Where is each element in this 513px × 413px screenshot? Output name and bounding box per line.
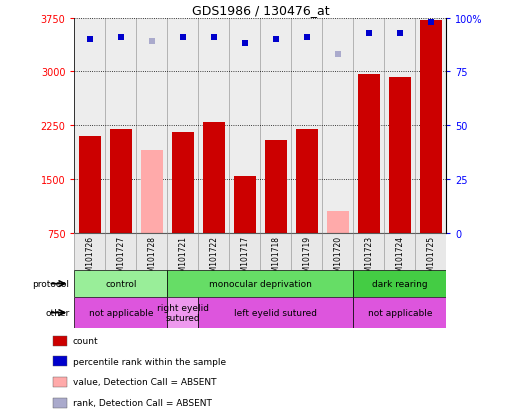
Text: GSM101727: GSM101727 (116, 235, 125, 281)
Bar (167, 271, 353, 297)
Bar (79, 137, 101, 233)
Text: value, Detection Call = ABSENT: value, Detection Call = ABSENT (72, 377, 216, 387)
Text: GSM101728: GSM101728 (147, 235, 156, 281)
Bar (74, 233, 105, 271)
Text: not applicable: not applicable (89, 309, 153, 317)
Bar (353, 19, 384, 233)
Bar (296, 130, 318, 233)
Text: GSM101720: GSM101720 (333, 235, 342, 281)
Text: GSM101721: GSM101721 (179, 235, 187, 281)
Text: GSM101725: GSM101725 (426, 235, 436, 281)
Bar (172, 133, 194, 233)
Bar (53, 377, 67, 387)
Bar (265, 140, 287, 233)
Bar (322, 19, 353, 233)
Text: left eyelid sutured: left eyelid sutured (234, 309, 318, 317)
Bar (199, 19, 229, 233)
Bar (260, 19, 291, 233)
Text: GSM101719: GSM101719 (302, 235, 311, 281)
Bar (53, 336, 67, 346)
Bar (203, 122, 225, 233)
Bar (389, 78, 411, 233)
Bar (74, 19, 105, 233)
Bar (167, 233, 199, 271)
Bar (416, 19, 446, 233)
Bar (353, 271, 446, 297)
Title: GDS1986 / 130476_at: GDS1986 / 130476_at (191, 5, 329, 17)
Text: GSM101723: GSM101723 (364, 235, 373, 281)
Text: GSM101722: GSM101722 (209, 235, 219, 281)
Text: GSM101724: GSM101724 (396, 235, 404, 281)
Bar (105, 233, 136, 271)
Bar (322, 233, 353, 271)
Text: dark rearing: dark rearing (372, 280, 428, 288)
Text: protocol: protocol (32, 280, 69, 288)
Bar (291, 19, 322, 233)
Text: monocular deprivation: monocular deprivation (209, 280, 312, 288)
Bar (199, 297, 353, 328)
Bar (291, 233, 322, 271)
Bar (53, 398, 67, 408)
Bar (141, 151, 163, 233)
Text: control: control (105, 280, 136, 288)
Bar (384, 233, 416, 271)
Bar (74, 271, 167, 297)
Text: rank, Detection Call = ABSENT: rank, Detection Call = ABSENT (72, 398, 211, 407)
Text: GSM101717: GSM101717 (241, 235, 249, 281)
Bar (353, 233, 384, 271)
Bar (53, 356, 67, 366)
Text: GSM101726: GSM101726 (85, 235, 94, 281)
Bar (136, 233, 167, 271)
Bar (327, 212, 349, 233)
Text: percentile rank within the sample: percentile rank within the sample (72, 357, 226, 366)
Text: not applicable: not applicable (368, 309, 432, 317)
Bar (234, 176, 255, 233)
Bar (260, 233, 291, 271)
Bar (105, 19, 136, 233)
Bar (110, 130, 132, 233)
Bar (229, 19, 260, 233)
Bar (229, 233, 260, 271)
Text: GSM101718: GSM101718 (271, 235, 280, 281)
Text: right eyelid
sutured: right eyelid sutured (157, 303, 209, 323)
Bar (384, 19, 416, 233)
Bar (358, 75, 380, 233)
Bar (353, 297, 446, 328)
Text: count: count (72, 336, 98, 345)
Bar (167, 19, 199, 233)
Text: other: other (45, 309, 69, 317)
Bar (167, 297, 199, 328)
Bar (416, 233, 446, 271)
Bar (420, 21, 442, 233)
Bar (136, 19, 167, 233)
Bar (74, 297, 167, 328)
Bar (199, 233, 229, 271)
